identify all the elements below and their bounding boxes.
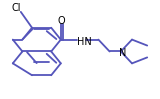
Text: HN: HN	[77, 37, 92, 47]
Text: O: O	[58, 16, 66, 26]
Text: N: N	[119, 48, 127, 58]
Text: Cl: Cl	[11, 3, 21, 13]
